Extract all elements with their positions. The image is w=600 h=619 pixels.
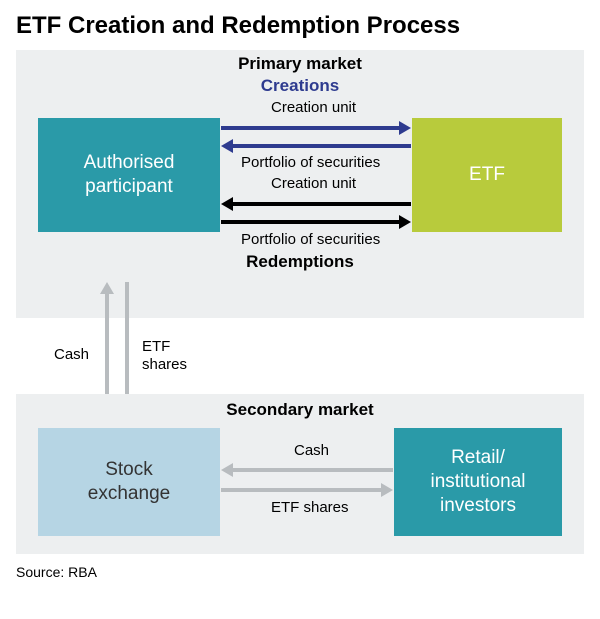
label-etfshares-sec: ETF shares xyxy=(271,499,349,516)
label-cash-sec: Cash xyxy=(294,442,329,459)
primary-heading: Primary market xyxy=(16,54,584,74)
label-cash-vertical: Cash xyxy=(54,346,89,364)
secondary-heading: Secondary market xyxy=(16,400,584,420)
arrow-cash-gray xyxy=(221,462,393,478)
arrow-creation-unit-blue xyxy=(221,120,411,136)
redemptions-label: Redemptions xyxy=(16,252,584,272)
arrow-portfolio-black xyxy=(221,214,411,230)
arrow-etfshares-gray xyxy=(221,482,393,498)
source-line: Source: RBA xyxy=(16,564,584,580)
box-stock-exchange: Stockexchange xyxy=(38,428,220,536)
label-creation-unit-1: Creation unit xyxy=(271,99,356,116)
label-portfolio-1: Portfolio of securities xyxy=(241,154,380,171)
page-title: ETF Creation and Redemption Process xyxy=(16,12,584,40)
vertical-transfer: Cash ETFshares xyxy=(16,318,584,394)
primary-panel: Primary market Creations Authorisedparti… xyxy=(16,50,584,318)
arrow-portfolio-blue xyxy=(221,138,411,154)
box-retail-investors: Retail/institutionalinvestors xyxy=(394,428,562,536)
label-etfshares-vertical: ETFshares xyxy=(142,338,202,374)
box-etf: ETF xyxy=(412,118,562,232)
arrow-creation-unit-black xyxy=(221,196,411,212)
creations-label: Creations xyxy=(16,76,584,96)
label-creation-unit-2: Creation unit xyxy=(271,175,356,192)
secondary-panel: Secondary market Stockexchange Retail/in… xyxy=(16,394,584,554)
box-authorised-participant: Authorisedparticipant xyxy=(38,118,220,232)
label-portfolio-2: Portfolio of securities xyxy=(241,231,380,248)
